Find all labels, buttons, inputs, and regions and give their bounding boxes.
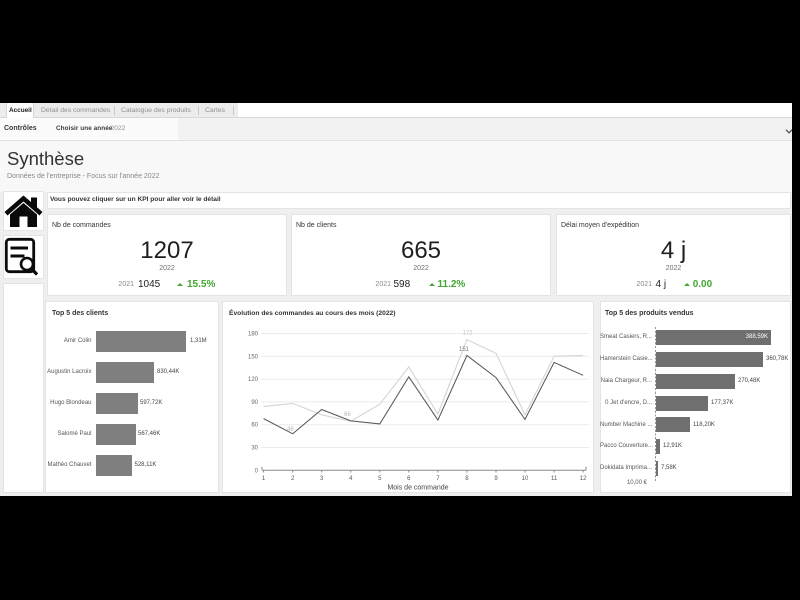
- svg-text:Mois de commande: Mois de commande: [387, 485, 448, 492]
- svg-text:60: 60: [251, 423, 258, 429]
- svg-text:172: 172: [463, 331, 474, 337]
- svg-text:9: 9: [494, 476, 498, 482]
- svg-text:7: 7: [436, 476, 440, 482]
- svg-text:4: 4: [349, 476, 353, 482]
- svg-text:10: 10: [522, 476, 529, 482]
- svg-text:5: 5: [378, 476, 382, 482]
- svg-text:66: 66: [344, 412, 351, 418]
- svg-text:90: 90: [251, 400, 258, 406]
- svg-text:180: 180: [248, 332, 259, 338]
- svg-text:2: 2: [291, 476, 295, 482]
- svg-text:150: 150: [248, 354, 259, 360]
- svg-text:30: 30: [251, 446, 258, 452]
- svg-text:48: 48: [287, 427, 294, 433]
- svg-text:6: 6: [407, 476, 411, 482]
- svg-text:3: 3: [320, 476, 324, 482]
- svg-text:8: 8: [465, 476, 469, 482]
- svg-text:0: 0: [255, 468, 259, 474]
- svg-text:151: 151: [459, 347, 470, 353]
- svg-text:1: 1: [262, 476, 266, 482]
- svg-text:12: 12: [580, 476, 587, 482]
- svg-text:120: 120: [248, 377, 259, 383]
- svg-text:11: 11: [551, 476, 558, 482]
